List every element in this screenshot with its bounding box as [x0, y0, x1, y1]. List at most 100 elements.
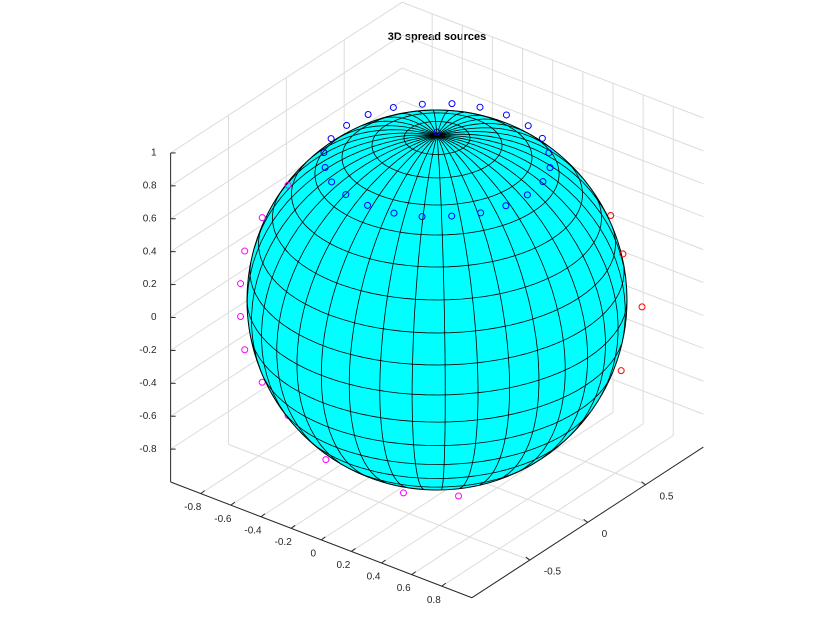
mesh-line — [436, 135, 566, 472]
mesh-line — [261, 135, 438, 414]
mesh-line — [379, 135, 438, 488]
x-tick-label: 0.4 — [367, 572, 381, 583]
point — [241, 346, 249, 354]
grid-line — [401, 67, 704, 185]
point — [328, 178, 336, 186]
point — [546, 164, 554, 172]
y-tick-label: 0 — [602, 529, 608, 540]
mesh-line — [246, 135, 438, 310]
mesh-line — [411, 135, 438, 490]
point — [320, 149, 328, 157]
tick-mark — [320, 536, 326, 541]
point — [343, 121, 351, 129]
point — [539, 178, 547, 186]
mesh-line — [361, 120, 438, 136]
tick-mark — [230, 501, 236, 506]
mesh-line — [436, 135, 588, 459]
mesh-line — [253, 134, 438, 249]
point — [617, 367, 625, 375]
grid-line — [170, 34, 403, 187]
point — [619, 250, 627, 258]
z-tick-label: 1 — [151, 148, 157, 159]
mesh-line — [311, 129, 438, 158]
point — [284, 181, 292, 189]
point — [545, 149, 553, 157]
mesh-line — [436, 114, 484, 136]
mesh-line — [436, 135, 479, 490]
mesh-line — [321, 135, 438, 475]
mesh-line — [436, 135, 540, 481]
point — [538, 134, 546, 142]
mesh-line — [250, 338, 622, 423]
mesh-line — [398, 113, 438, 136]
tick-mark — [441, 582, 447, 587]
tick-mark — [411, 571, 416, 575]
grid-line — [228, 443, 530, 561]
point — [327, 135, 335, 143]
mesh-line — [436, 135, 619, 398]
x-tick-label: 0.2 — [336, 560, 350, 571]
point — [448, 100, 456, 108]
grid-line — [401, 34, 704, 152]
mesh-line — [436, 118, 506, 136]
z-tick-label: 0.4 — [143, 246, 157, 257]
mesh-line — [436, 133, 610, 220]
point — [321, 163, 329, 171]
point — [477, 209, 485, 217]
mesh-line — [311, 441, 564, 479]
mesh-line — [432, 109, 438, 136]
point — [342, 191, 350, 199]
y-tick-label: -0.5 — [544, 567, 562, 578]
tick-mark — [351, 548, 356, 552]
mesh-line — [340, 125, 438, 138]
point — [433, 128, 441, 136]
tick-mark — [200, 490, 206, 494]
chart-title: 3D spread sources — [388, 31, 486, 43]
point — [241, 247, 249, 255]
mesh-line — [436, 127, 549, 147]
mesh-line — [436, 122, 528, 136]
z-tick-label: -0.8 — [139, 444, 157, 455]
x-tick-label: 0 — [311, 549, 317, 560]
x-tick-label: -0.6 — [214, 514, 232, 525]
mesh-line — [251, 135, 438, 371]
tick-mark — [290, 524, 296, 529]
point — [258, 214, 266, 222]
x-tick-label: -0.8 — [184, 502, 202, 513]
tick-mark — [641, 481, 646, 486]
point — [237, 280, 245, 288]
point — [364, 201, 372, 209]
point — [476, 103, 484, 111]
mesh-line — [382, 116, 438, 136]
point — [418, 213, 426, 221]
z-tick-label: -0.4 — [139, 378, 157, 389]
mesh-line — [352, 469, 523, 488]
mesh-line — [436, 111, 464, 136]
mesh-line — [436, 110, 449, 136]
z-tick-label: 0 — [151, 312, 157, 323]
point — [399, 489, 407, 497]
tick-mark — [381, 559, 386, 564]
mesh-line — [436, 135, 626, 341]
z-tick-label: 0.8 — [143, 180, 157, 191]
mesh-line — [436, 131, 583, 179]
z-tick-label: 0.2 — [143, 279, 157, 290]
point — [389, 103, 397, 111]
tick-mark — [583, 518, 588, 523]
grid-line — [170, 1, 403, 154]
z-tick-label: 0.6 — [143, 213, 157, 224]
grid-line — [401, 1, 704, 119]
point — [448, 212, 456, 220]
x-tick-label: 0.8 — [427, 595, 441, 606]
point — [638, 303, 646, 311]
mesh-line — [296, 135, 438, 464]
grid-line — [170, 67, 403, 220]
point — [237, 312, 245, 320]
point — [364, 111, 372, 119]
x-tick-label: -0.2 — [275, 537, 293, 548]
x-tick-label: 0.6 — [397, 583, 411, 594]
tick-mark — [260, 513, 266, 518]
mesh-line — [276, 135, 438, 449]
mesh-line — [417, 110, 438, 136]
